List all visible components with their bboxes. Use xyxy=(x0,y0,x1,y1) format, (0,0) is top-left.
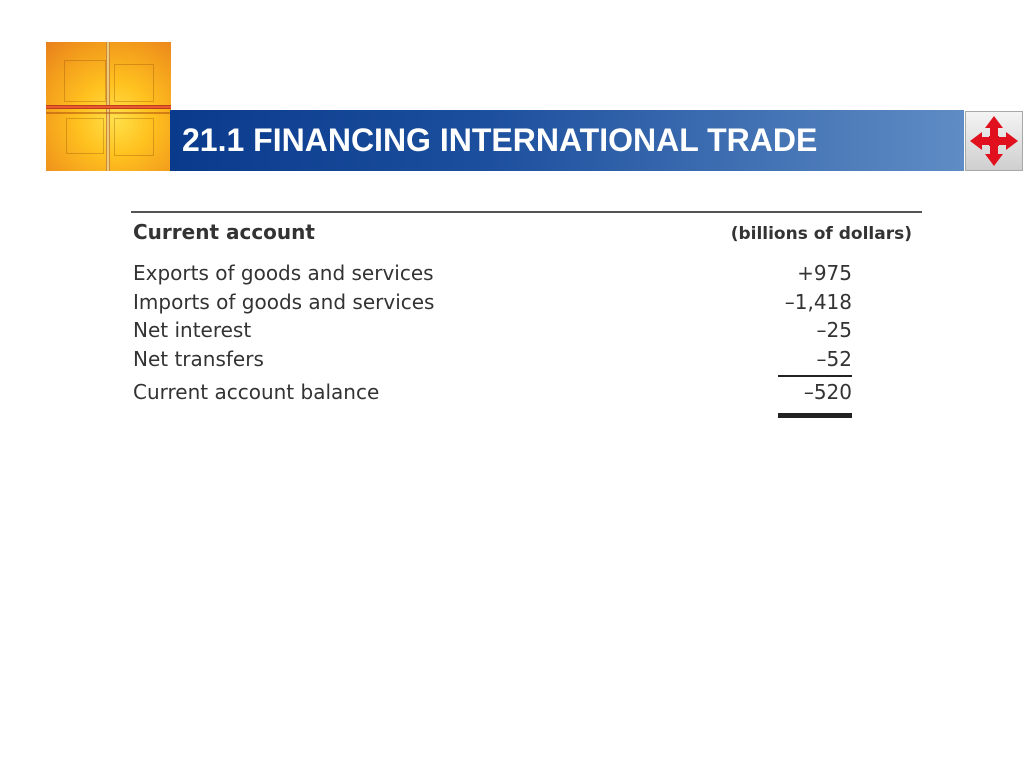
table-unit: (billions of dollars) xyxy=(730,224,912,244)
table-row: Net interest –25 xyxy=(131,318,922,346)
table-row: Net transfers –52 xyxy=(131,347,922,375)
row-label: Net interest xyxy=(133,318,252,342)
row-value: +975 xyxy=(797,261,852,285)
table-top-rule xyxy=(131,211,922,213)
logo-square xyxy=(46,42,171,171)
four-way-arrows-icon[interactable] xyxy=(965,111,1023,171)
subtotal-rule xyxy=(778,375,852,377)
row-label: Exports of goods and services xyxy=(133,261,434,285)
row-value: –52 xyxy=(816,347,852,371)
total-value: –520 xyxy=(803,380,852,404)
table-heading: Current account xyxy=(133,220,315,244)
total-rule xyxy=(778,413,852,418)
row-value: –25 xyxy=(816,318,852,342)
row-value: –1,418 xyxy=(784,290,852,314)
total-label: Current account balance xyxy=(133,380,380,404)
table-row: Imports of goods and services –1,418 xyxy=(131,290,922,318)
table-total-row: Current account balance –520 xyxy=(131,380,922,408)
row-label: Imports of goods and services xyxy=(133,290,435,314)
row-label: Net transfers xyxy=(133,347,264,371)
title-bar: 21.1 FINANCING INTERNATIONAL TRADE xyxy=(170,110,964,171)
table-row: Exports of goods and services +975 xyxy=(131,261,922,289)
page-title: 21.1 FINANCING INTERNATIONAL TRADE xyxy=(182,122,818,158)
